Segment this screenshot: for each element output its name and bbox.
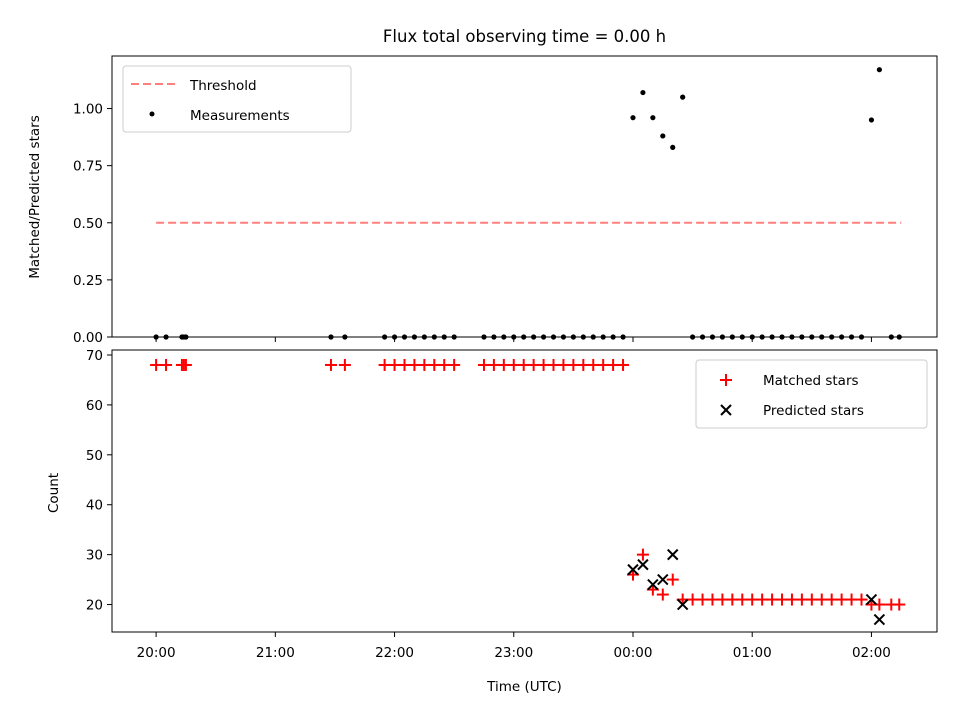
matched-star-marker: [179, 358, 192, 371]
x-tick-label: 23:00: [494, 645, 533, 661]
measurement-point: [868, 117, 875, 123]
matched-star-marker: [636, 548, 649, 561]
top-y-tick-label: 0.00: [73, 330, 103, 346]
matched-star-marker: [893, 598, 906, 611]
matched-star-marker: [338, 358, 351, 371]
bottom-y-tick-label: 30: [86, 548, 103, 564]
legend-predicted-swatch: [720, 404, 732, 416]
top-y-tick-label: 0.50: [73, 216, 103, 232]
predicted-star-marker: [865, 593, 878, 606]
measurement-point: [670, 144, 676, 150]
bottom-y-tick-label: 20: [86, 598, 103, 614]
measurement-point: [876, 67, 882, 73]
matched-star-marker: [160, 358, 173, 371]
top-legend-box: [122, 65, 352, 133]
x-tick-label: 22:00: [375, 645, 414, 661]
measurement-point: [630, 115, 636, 121]
matched-star-marker: [666, 573, 679, 586]
measurement-point: [640, 89, 646, 96]
legend-threshold-label: Threshold: [189, 78, 257, 94]
x-tick-label: 01:00: [733, 645, 772, 661]
legend-measurements-swatch: [149, 111, 155, 117]
chart-title: Flux total observing time = 0.00 h: [383, 27, 666, 46]
matched-star-marker: [324, 358, 337, 371]
x-axis-label: Time (UTC): [486, 679, 562, 695]
matched-star-marker: [448, 358, 461, 371]
bottom-plot-area: 20 30 40 50 60 70 20:00 21:00 22:00 23:00 00:00 01:…: [86, 348, 906, 661]
bottom-y-axis-label: Count: [46, 473, 62, 513]
legend-matched-swatch: [720, 374, 732, 386]
measurement-point: [660, 133, 666, 139]
bottom-legend-box: [695, 359, 928, 429]
x-tick-label: 02:00: [852, 645, 891, 661]
legend-predicted-label: Predicted stars: [763, 403, 864, 419]
predicted-star-marker: [873, 613, 886, 626]
predicted-star-marker: [676, 598, 689, 611]
x-tick-label: 00:00: [614, 645, 653, 661]
bottom-y-tick-label: 40: [86, 498, 103, 514]
top-legend: Threshold Measurements: [122, 65, 352, 133]
top-y-tick-label: 0.75: [73, 159, 103, 175]
x-tick-label: 21:00: [256, 645, 295, 661]
legend-matched-label: Matched stars: [763, 373, 859, 389]
predicted-star-marker: [657, 573, 669, 586]
bottom-axes-frame: [111, 349, 938, 633]
top-y-tick-label: 0.25: [73, 273, 103, 289]
predicted-star-marker: [647, 578, 659, 591]
matched-star-marker: [855, 593, 868, 606]
predicted-star-marker: [627, 563, 639, 576]
bottom-y-tick-label: 60: [86, 398, 103, 414]
measurement-point: [680, 94, 686, 100]
measurement-point: [650, 115, 656, 121]
top-y-tick-label: 1.00: [73, 102, 103, 118]
matched-star-marker: [656, 588, 669, 601]
predicted-star-marker: [637, 558, 649, 571]
matched-star-marker: [617, 358, 630, 371]
predicted-star-marker: [667, 548, 679, 561]
top-axes-frame: [111, 55, 938, 338]
bottom-y-tick-label: 50: [86, 448, 103, 464]
legend-measurements-label: Measurements: [190, 108, 290, 124]
bottom-y-tick-label: 70: [86, 348, 103, 364]
bottom-legend: Matched stars Predicted stars: [695, 359, 928, 429]
x-tick-label: 20:00: [137, 645, 176, 661]
top-y-axis-label: Matched/Predicted stars: [27, 115, 43, 278]
